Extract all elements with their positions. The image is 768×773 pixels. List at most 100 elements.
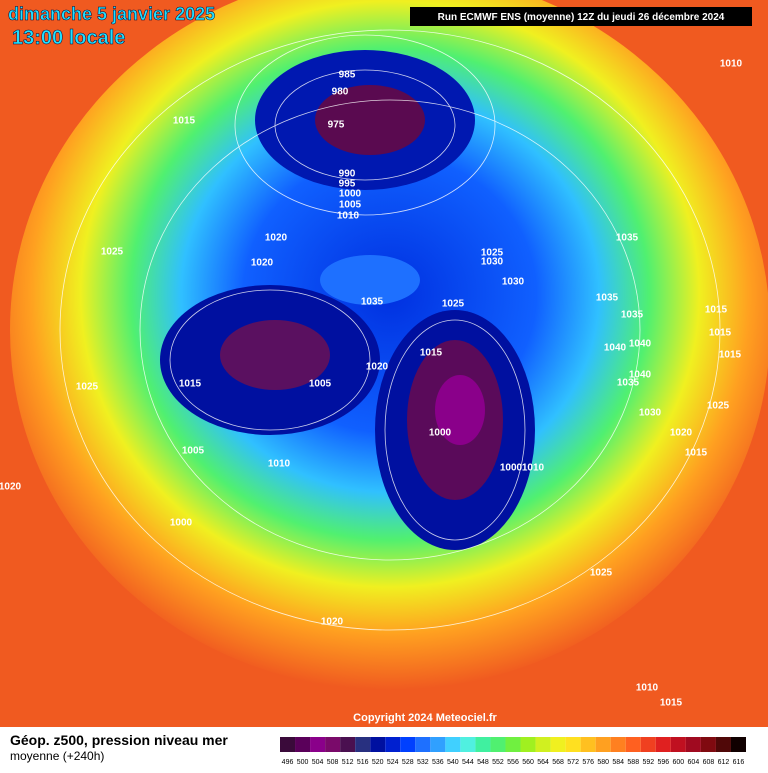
isobar-label: 1035 xyxy=(616,233,639,244)
isobar-label: 1030 xyxy=(639,408,662,419)
isobar-label: 1040 xyxy=(629,339,652,350)
isobar-label: 1000 xyxy=(339,189,362,200)
legend-swatch xyxy=(490,737,506,752)
legend-label: 584 xyxy=(612,759,624,766)
legend-label: 536 xyxy=(432,759,444,766)
isobar-label: 1015 xyxy=(719,350,742,361)
legend-label: 588 xyxy=(627,759,639,766)
legend-label: 540 xyxy=(447,759,459,766)
low-core xyxy=(315,85,425,155)
isobar-label: 1025 xyxy=(76,382,99,393)
isobar-label: 1020 xyxy=(366,362,389,373)
isobar-label: 1015 xyxy=(173,116,196,127)
legend-label: 576 xyxy=(582,759,594,766)
isobar-label: 1020 xyxy=(265,233,288,244)
legend-label: 520 xyxy=(372,759,384,766)
isobar-label: 1025 xyxy=(707,401,730,412)
legend-title: Géop. z500, pression niveau mer xyxy=(10,732,228,748)
legend-swatch xyxy=(355,737,371,752)
legend-label: 532 xyxy=(417,759,429,766)
legend-swatch xyxy=(415,737,431,752)
isobar-label: 1005 xyxy=(182,446,205,457)
low-core xyxy=(435,375,485,445)
legend-label: 500 xyxy=(297,759,309,766)
isobar-label: 1015 xyxy=(709,328,732,339)
legend-swatch xyxy=(295,737,311,752)
isobar-label: 1010 xyxy=(337,211,360,222)
legend-label: 560 xyxy=(522,759,534,766)
legend-swatch xyxy=(370,737,386,752)
legend-swatch xyxy=(700,737,716,752)
isobar-label: 1035 xyxy=(621,310,644,321)
isobar-label: 995 xyxy=(339,179,356,190)
isobar-label: 1000 xyxy=(429,428,452,439)
legend-swatch xyxy=(460,737,476,752)
isobar-label: 1035 xyxy=(596,293,619,304)
isobar-label: 1020 xyxy=(321,617,344,628)
run-box xyxy=(410,7,752,26)
legend-swatch xyxy=(580,737,596,752)
isobar-label: 1025 xyxy=(101,247,124,258)
legend-label: 504 xyxy=(312,759,324,766)
legend-swatch xyxy=(655,737,671,752)
legend-swatch xyxy=(625,737,641,752)
isobar-label: 1025 xyxy=(442,299,465,310)
legend-label: 496 xyxy=(282,759,294,766)
legend-swatch xyxy=(565,737,581,752)
isobar-label: 1015 xyxy=(179,379,202,390)
legend-label: 608 xyxy=(703,759,715,766)
legend-swatch xyxy=(640,737,656,752)
copyright: Copyright 2024 Meteociel.fr xyxy=(353,712,497,724)
isobar-label: 1015 xyxy=(660,698,683,709)
legend-label: 544 xyxy=(462,759,474,766)
legend-label: 524 xyxy=(387,759,399,766)
isobar-label: 1015 xyxy=(705,305,728,316)
isobar-label: 1020 xyxy=(251,258,274,269)
isobar-label: 1020 xyxy=(670,428,693,439)
isobar-label: 980 xyxy=(332,87,349,98)
isobar-label: 1010 xyxy=(522,463,545,474)
isobar-label: 975 xyxy=(328,120,345,131)
legend-label: 512 xyxy=(342,759,354,766)
isobar-label: 1010 xyxy=(268,459,291,470)
legend-swatch xyxy=(475,737,491,752)
isobar-label: 1040 xyxy=(629,370,652,381)
legend-swatch xyxy=(595,737,611,752)
isobar-label: 1030 xyxy=(502,277,525,288)
time: 13:00 locale xyxy=(12,27,125,49)
legend-label: 548 xyxy=(477,759,489,766)
legend-swatch xyxy=(430,737,446,752)
isobar-label: 1025 xyxy=(590,568,613,579)
legend-label: 580 xyxy=(597,759,609,766)
legend-label: 572 xyxy=(567,759,579,766)
legend-swatch xyxy=(520,737,536,752)
isobars xyxy=(59,29,721,631)
isobar-label: 1040 xyxy=(604,343,627,354)
legend-label: 616 xyxy=(733,759,745,766)
legend-swatch xyxy=(610,737,626,752)
legend-label: 508 xyxy=(327,759,339,766)
isobar-label: 990 xyxy=(339,169,356,180)
legend-swatch xyxy=(730,737,746,752)
high xyxy=(320,255,420,305)
isobar-label: 1000 xyxy=(170,518,193,529)
isobar-label: 1020 xyxy=(0,482,22,493)
legend-label: 556 xyxy=(507,759,519,766)
isobar-label: 985 xyxy=(339,70,356,81)
legend-swatch xyxy=(400,737,416,752)
legend-label: 564 xyxy=(537,759,549,766)
isobar-label: 1030 xyxy=(481,257,504,268)
legend-label: 612 xyxy=(718,759,730,766)
field xyxy=(10,0,768,690)
legend-label: 600 xyxy=(673,759,685,766)
legend-swatch xyxy=(340,737,356,752)
run: Run ECMWF ENS (moyenne) 12Z du jeudi 26 … xyxy=(438,12,725,23)
legend-swatch xyxy=(535,737,551,752)
legend-label: 596 xyxy=(657,759,669,766)
isobar-label: 1035 xyxy=(361,297,384,308)
legend-swatch xyxy=(325,737,341,752)
isobar-label: 1035 xyxy=(617,378,640,389)
legend-swatch xyxy=(715,737,731,752)
low-core xyxy=(220,320,330,390)
